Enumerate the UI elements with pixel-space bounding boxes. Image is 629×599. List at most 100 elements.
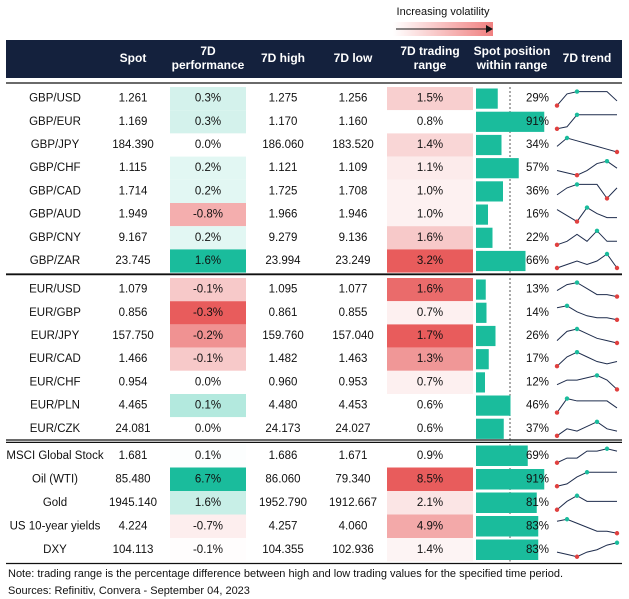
header-label: within range <box>476 58 548 72</box>
performance-cell <box>170 394 246 418</box>
cell-value: 1.170 <box>269 116 298 128</box>
cell-value: 1912.667 <box>329 497 377 509</box>
cell-value: 23.249 <box>335 255 370 267</box>
cell-value: 4.453 <box>339 400 368 412</box>
cell-value: 1.6% <box>417 232 443 244</box>
row-label: Oil (WTI) <box>32 473 78 485</box>
cell-value: 1.725 <box>269 185 298 197</box>
range-cell <box>387 156 473 180</box>
row-label: EUR/JPY <box>31 330 80 342</box>
position-bar <box>476 158 519 179</box>
range-cell <box>387 249 473 273</box>
trend-min <box>554 410 560 415</box>
trend-line <box>556 495 617 511</box>
cell-value: 2.1% <box>417 497 443 509</box>
performance-cell <box>170 324 246 348</box>
position-bar <box>476 325 496 347</box>
position-bar <box>476 418 504 439</box>
header-label: Spot <box>120 51 147 65</box>
trend-line <box>556 351 618 367</box>
cell-value: 1.4% <box>417 139 443 151</box>
trend-line <box>556 160 618 176</box>
range-cell <box>387 514 473 538</box>
trend-min <box>614 317 620 322</box>
trend-min <box>554 460 560 465</box>
cell-value: 0.855 <box>339 307 368 319</box>
cell-value: 26% <box>526 330 549 342</box>
cell-value: 24.027 <box>335 423 370 435</box>
cell-value: 9.279 <box>269 232 298 244</box>
note: Note: trading range is the percentage di… <box>8 568 563 580</box>
header-label: 7D trading <box>400 44 459 58</box>
cell-value: 0.6% <box>417 423 443 435</box>
cell-value: -0.2% <box>193 330 223 342</box>
cell-value: 0.9% <box>417 450 443 462</box>
cell-value: 4.060 <box>339 520 368 532</box>
cell-value: 1.671 <box>339 450 368 462</box>
trend-min <box>554 364 560 369</box>
performance-cell <box>170 179 246 203</box>
performance-cell <box>170 203 246 227</box>
performance-cell <box>170 133 246 157</box>
cell-value: 69% <box>526 450 549 462</box>
row-label: EUR/GBP <box>29 307 81 319</box>
cell-value: 83% <box>526 520 549 532</box>
cell-value: 57% <box>526 162 549 174</box>
trend-max <box>594 419 600 424</box>
trend-max <box>564 396 570 401</box>
cell-value: 0.1% <box>195 400 221 412</box>
trend-line <box>556 230 617 246</box>
range-cell <box>387 491 473 515</box>
header-label: 7D high <box>261 51 305 65</box>
trend-max <box>574 350 580 355</box>
range-cell <box>387 467 473 491</box>
cell-value: 37% <box>526 423 549 435</box>
cell-value: 86.060 <box>265 473 300 485</box>
trend-min <box>614 294 620 299</box>
cell-value: 29% <box>526 93 549 105</box>
cell-value: 1.077 <box>339 284 368 296</box>
cell-value: 1.0% <box>417 209 443 221</box>
row-label: EUR/USD <box>29 284 81 296</box>
trend-max <box>594 228 600 233</box>
cell-value: 1.109 <box>339 162 368 174</box>
header-bar <box>6 40 622 78</box>
header-label: performance <box>172 58 245 72</box>
cell-value: -0.1% <box>193 544 223 556</box>
row-label: Gold <box>43 497 67 509</box>
cell-value: 22% <box>526 232 549 244</box>
cell-value: 0.3% <box>195 93 221 105</box>
position-bar <box>476 469 545 490</box>
position-bar <box>476 181 503 202</box>
trend-line <box>556 91 618 106</box>
trend-min <box>554 265 560 271</box>
range-cell <box>387 538 473 562</box>
cell-value: 14% <box>526 307 549 319</box>
cell-value: 1.6% <box>195 497 221 509</box>
trend-min <box>554 484 560 489</box>
cell-value: 1.708 <box>339 185 368 197</box>
row-label: GBP/USD <box>29 93 81 105</box>
cell-value: 1.946 <box>339 209 368 221</box>
performance-cell <box>170 491 246 515</box>
cell-value: 1.275 <box>269 93 298 105</box>
cell-value: 36% <box>526 185 549 197</box>
trend-min <box>554 126 560 131</box>
performance-cell <box>170 249 246 273</box>
cell-value: 0.7% <box>417 376 443 388</box>
cell-value: -0.1% <box>193 284 223 296</box>
cell-value: 1.482 <box>269 353 298 365</box>
header-label: Spot position <box>474 44 551 58</box>
cell-value: 4.9% <box>417 520 443 532</box>
cell-value: 46% <box>526 400 549 412</box>
trend-min <box>614 265 620 271</box>
cell-value: 34% <box>526 139 549 151</box>
cell-value: 184.390 <box>112 139 154 151</box>
range-cell <box>387 444 473 468</box>
cell-value: -0.3% <box>193 307 223 319</box>
cell-value: 1.160 <box>339 116 368 128</box>
trend-line <box>556 183 618 200</box>
row-label: EUR/CZK <box>30 423 81 435</box>
trend-line <box>556 518 618 534</box>
cell-value: 1.169 <box>119 116 148 128</box>
